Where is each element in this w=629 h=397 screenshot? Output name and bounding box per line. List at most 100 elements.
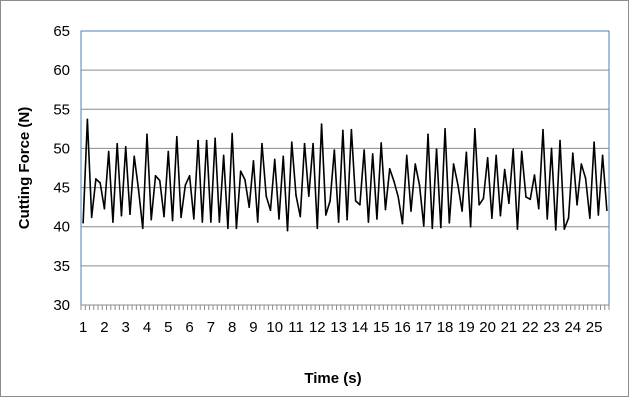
x-tick-label: 21 [501, 319, 518, 336]
data-point [231, 132, 233, 135]
data-point [129, 213, 131, 215]
data-point [422, 225, 425, 227]
data-point [180, 216, 182, 219]
x-tick-label: 13 [330, 319, 347, 336]
data-point [380, 142, 382, 144]
data-point [282, 155, 285, 158]
data-point [550, 147, 553, 150]
data-point [431, 227, 434, 230]
data-point [359, 203, 361, 206]
x-tick-label: 3 [122, 319, 130, 336]
data-point [218, 221, 221, 223]
data-point [222, 154, 225, 157]
data-point [333, 149, 336, 151]
data-point [465, 151, 468, 154]
data-point [146, 133, 148, 136]
data-point [99, 182, 101, 184]
series-layer [82, 118, 608, 232]
data-point [171, 219, 174, 222]
data-point [495, 154, 497, 157]
data-point [167, 150, 170, 153]
data-point [261, 142, 263, 145]
data-point [503, 168, 506, 171]
series-line [82, 118, 608, 232]
data-point [542, 128, 544, 131]
data-point [112, 221, 114, 223]
data-point [516, 228, 519, 230]
x-tick-label: 5 [164, 319, 172, 336]
x-tick-label: 20 [479, 319, 496, 336]
y-tick-label: 45 [53, 180, 70, 197]
data-point [593, 141, 595, 143]
data-point [499, 214, 502, 217]
data-point [312, 142, 314, 145]
data-point [141, 227, 144, 230]
data-point [124, 146, 127, 148]
x-tick-label: 12 [309, 319, 326, 336]
data-point [606, 209, 608, 212]
data-point [461, 210, 463, 212]
data-point [469, 225, 472, 228]
data-point [248, 206, 250, 208]
data-point [512, 148, 514, 151]
data-point [478, 203, 480, 206]
data-point [474, 128, 476, 130]
data-point [376, 218, 378, 220]
data-point [529, 198, 532, 201]
data-point [120, 214, 123, 217]
data-point [567, 217, 570, 219]
x-tick-label: 10 [266, 319, 283, 336]
x-axis [80, 304, 610, 310]
y-tick-label: 40 [53, 219, 70, 236]
x-tick-label: 23 [543, 319, 560, 336]
data-point [559, 139, 561, 142]
data-point [86, 118, 89, 121]
data-point [188, 175, 191, 177]
y-tick-label: 60 [53, 62, 70, 79]
data-point [486, 157, 489, 159]
data-point [384, 208, 387, 211]
y-tick-label: 50 [53, 140, 70, 157]
data-point [133, 155, 136, 158]
x-tick-label: 22 [522, 319, 539, 336]
data-point [354, 200, 357, 202]
x-tick-labels: 1 2 3 4 5 6 7 8 9 10 11 12 13 14 15 16 17 18 19 20 21 22 23 24 2… [79, 319, 602, 336]
data-point [273, 158, 276, 161]
x-tick-label: 17 [415, 319, 432, 336]
data-point [482, 197, 485, 200]
y-tick-label: 35 [53, 258, 70, 275]
data-point [256, 221, 259, 223]
data-point [107, 150, 110, 153]
data-point [269, 209, 272, 212]
data-point [414, 163, 417, 165]
data-point [452, 163, 455, 165]
data-point [371, 153, 374, 155]
data-point [350, 128, 353, 131]
data-point [95, 178, 97, 180]
x-tick-label: 15 [373, 319, 390, 336]
y-axis: 30 35 40 45 50 55 60 65 [53, 23, 70, 314]
data-point [401, 222, 404, 225]
x-tick-label: 6 [185, 319, 193, 336]
data-point [116, 142, 118, 145]
data-point [397, 196, 400, 198]
data-point [427, 133, 429, 136]
data-point [601, 154, 604, 157]
data-point [163, 215, 165, 218]
x-tick-label: 1 [79, 319, 87, 336]
data-point [444, 128, 446, 130]
data-point [158, 179, 161, 182]
x-tick-label: 24 [564, 319, 581, 336]
data-point [197, 139, 199, 142]
data-point [576, 203, 578, 206]
x-axis-title: Time (s) [304, 370, 361, 387]
data-point [418, 184, 421, 187]
data-point [154, 175, 157, 177]
x-tick-label: 7 [207, 319, 215, 336]
data-point [303, 142, 306, 145]
data-point [193, 218, 195, 220]
data-point [137, 188, 140, 190]
data-point [227, 227, 229, 230]
data-point [205, 139, 208, 142]
